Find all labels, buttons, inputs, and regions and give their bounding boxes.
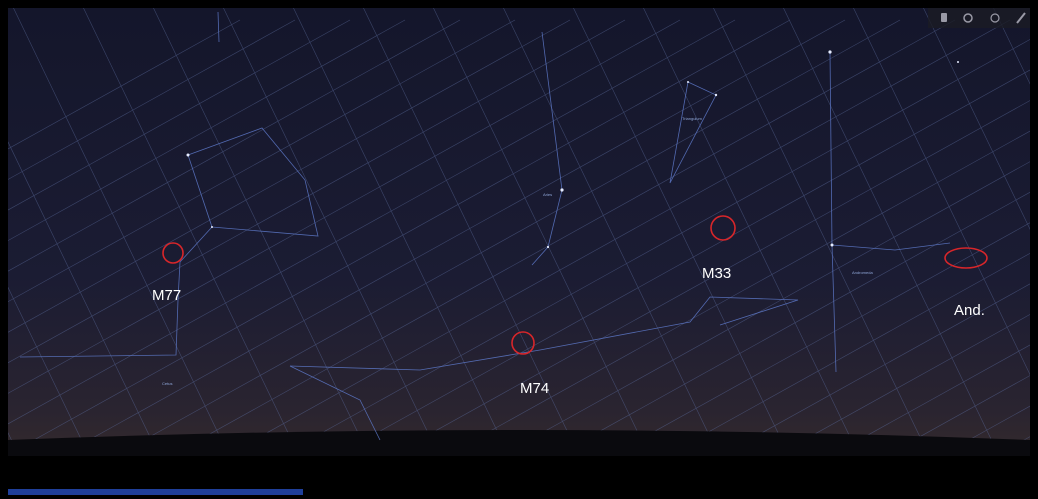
constellation-line — [669, 81, 717, 184]
grid-line — [923, 8, 1030, 230]
stars — [186, 50, 959, 249]
star — [830, 243, 834, 247]
constellation-line — [831, 242, 951, 251]
constellation-label: Cetus — [162, 381, 172, 386]
tool-icon[interactable] — [941, 13, 947, 22]
grid-line — [853, 8, 1030, 376]
star — [828, 50, 832, 54]
tool-icon[interactable] — [963, 13, 973, 23]
constellation-line — [289, 365, 381, 441]
grid-line — [8, 19, 736, 425]
grid-line — [293, 8, 510, 456]
object-label: And. — [954, 302, 985, 319]
star — [957, 61, 959, 63]
toolbar-bg — [928, 8, 1030, 28]
tool-icon[interactable] — [990, 13, 1000, 23]
highlight-circles — [162, 215, 988, 355]
grid-line — [8, 19, 406, 241]
taskbar-strip — [8, 489, 303, 495]
grid-line — [573, 8, 790, 456]
constellation-line — [289, 296, 799, 371]
grid-line — [8, 19, 626, 364]
object-label: M33 — [702, 265, 731, 282]
tool-icon[interactable] — [1016, 12, 1026, 24]
grid-line — [643, 8, 860, 456]
star — [687, 81, 689, 83]
grid-line — [503, 8, 720, 456]
highlight-circle — [511, 331, 535, 355]
grid-line — [223, 8, 440, 456]
grid-line — [8, 19, 571, 333]
grid-line — [8, 19, 461, 272]
grid-line — [153, 8, 370, 456]
grid-line — [83, 8, 300, 456]
star — [560, 188, 564, 192]
grid-line — [8, 19, 516, 303]
constellation-label: Aries — [543, 192, 552, 197]
highlight-circle — [162, 242, 184, 264]
constellation-line — [187, 127, 319, 237]
constellation-line — [19, 226, 213, 358]
constellation-label: Triangulum — [682, 116, 703, 121]
star — [714, 93, 718, 97]
highlight-circle — [710, 215, 736, 241]
grid-line — [8, 286, 90, 456]
highlight-circle — [944, 247, 988, 269]
grid-line — [939, 405, 1030, 456]
grid-line — [8, 19, 241, 150]
star — [546, 245, 550, 249]
grid-line — [59, 19, 846, 456]
grid-line — [8, 19, 351, 211]
object-label: M74 — [520, 380, 549, 397]
toolbar — [928, 8, 1030, 28]
object-label: M77 — [152, 287, 181, 304]
grid-line — [8, 19, 296, 180]
grid-line — [8, 19, 791, 455]
horizon — [8, 430, 1030, 456]
grid-line — [363, 8, 580, 456]
constellation-label: Andromeda — [852, 270, 873, 275]
grid-line — [713, 8, 930, 456]
star — [186, 153, 190, 157]
grid-line — [433, 8, 650, 456]
star — [211, 226, 213, 228]
grid-line — [993, 8, 1030, 85]
grid-line — [8, 141, 160, 456]
constellation-line — [531, 31, 563, 266]
grid-line — [13, 8, 230, 456]
constellation-line — [217, 11, 220, 43]
grid-line — [8, 19, 681, 394]
grid-line — [783, 8, 1000, 456]
